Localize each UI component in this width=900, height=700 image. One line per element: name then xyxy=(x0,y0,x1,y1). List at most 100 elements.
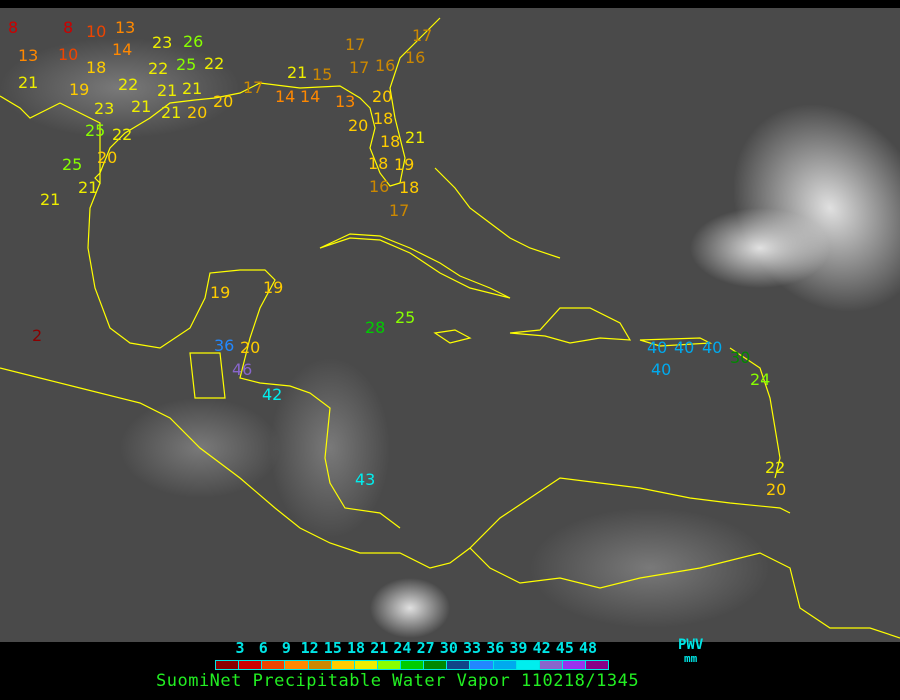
station-pwv-value: 19 xyxy=(263,278,283,297)
station-pwv-value: 18 xyxy=(380,132,400,151)
legend-swatch xyxy=(447,661,471,669)
station-pwv-value: 25 xyxy=(85,121,105,140)
legend-swatch xyxy=(424,661,448,669)
station-pwv-value: 22 xyxy=(112,125,132,144)
legend-swatch xyxy=(239,661,263,669)
legend-swatch xyxy=(401,661,425,669)
station-pwv-value: 20 xyxy=(372,87,392,106)
legend-tick: 3 xyxy=(235,639,245,657)
legend-swatch xyxy=(562,661,586,669)
legend-swatch xyxy=(586,661,609,669)
legend-tick: 48 xyxy=(579,639,598,657)
legend-tick: 30 xyxy=(439,639,458,657)
station-pwv-value: 21 xyxy=(40,190,60,209)
legend-swatch xyxy=(308,661,332,669)
station-pwv-value: 14 xyxy=(112,40,132,59)
station-pwv-value: 23 xyxy=(94,99,114,118)
station-pwv-value: 21 xyxy=(18,73,38,92)
legend-swatch xyxy=(285,661,309,669)
station-pwv-value: 21 xyxy=(161,103,181,122)
station-pwv-value: 19 xyxy=(210,283,230,302)
station-pwv-value: 15 xyxy=(312,65,332,84)
station-pwv-value: 20 xyxy=(213,92,233,111)
station-pwv-value: 24 xyxy=(750,370,770,389)
legend-swatch xyxy=(539,661,563,669)
station-pwv-value: 40 xyxy=(674,338,694,357)
station-pwv-value: 14 xyxy=(275,87,295,106)
legend-tick: 15 xyxy=(323,639,342,657)
station-pwv-value: 18 xyxy=(368,154,388,173)
station-pwv-value: 14 xyxy=(300,87,320,106)
station-pwv-value: 46 xyxy=(232,360,252,379)
station-pwv-value: 22 xyxy=(204,54,224,73)
station-pwv-value: 8 xyxy=(63,18,73,37)
station-pwv-value: 16 xyxy=(405,48,425,67)
station-pwv-value: 17 xyxy=(389,201,409,220)
legend-tick: 24 xyxy=(393,639,412,657)
legend-swatch xyxy=(216,661,240,669)
legend-unit: PWV mm xyxy=(678,638,703,666)
station-pwv-value: 40 xyxy=(651,360,671,379)
legend-tick: 6 xyxy=(258,639,268,657)
station-pwv-value: 19 xyxy=(69,80,89,99)
map-title: SuomiNet Precipitable Water Vapor 110218… xyxy=(156,671,640,691)
station-pwv-value: 21 xyxy=(405,128,425,147)
station-pwv-value: 22 xyxy=(148,59,168,78)
station-pwv-value: 22 xyxy=(118,75,138,94)
station-pwv-value: 13 xyxy=(18,46,38,65)
station-pwv-value: 17 xyxy=(243,78,263,97)
legend-tick: 39 xyxy=(509,639,528,657)
station-pwv-value: 23 xyxy=(152,33,172,52)
station-pwv-value: 18 xyxy=(373,109,393,128)
station-pwv-value: 26 xyxy=(183,32,203,51)
station-pwv-value: 25 xyxy=(395,308,415,327)
station-pwv-value: 21 xyxy=(78,178,98,197)
color-scale-bar xyxy=(215,660,609,670)
legend-tick: 12 xyxy=(300,639,319,657)
station-pwv-value: 18 xyxy=(86,58,106,77)
station-pwv-value: 40 xyxy=(702,338,722,357)
station-pwv-value: 20 xyxy=(97,148,117,167)
station-pwv-value: 21 xyxy=(157,81,177,100)
legend-swatch xyxy=(354,661,378,669)
legend-swatch xyxy=(262,661,286,669)
station-pwv-value: 25 xyxy=(176,55,196,74)
station-pwv-value: 21 xyxy=(131,97,151,116)
station-pwv-value: 16 xyxy=(369,177,389,196)
station-pwv-value: 17 xyxy=(345,35,365,54)
station-pwv-value: 36 xyxy=(214,336,234,355)
legend-tick: 27 xyxy=(416,639,435,657)
station-pwv-value: 43 xyxy=(355,470,375,489)
station-pwv-value: 16 xyxy=(375,56,395,75)
station-pwv-value: 42 xyxy=(262,385,282,404)
station-pwv-value: 17 xyxy=(349,58,369,77)
station-pwv-value: 20 xyxy=(348,116,368,135)
station-pwv-value: 10 xyxy=(86,22,106,41)
station-pwv-value: 19 xyxy=(394,155,414,174)
legend-tick: 21 xyxy=(370,639,389,657)
legend-tick: 33 xyxy=(463,639,482,657)
station-pwv-value: 20 xyxy=(187,103,207,122)
legend-tick: 9 xyxy=(281,639,291,657)
legend: 3 6 9 12 15 18 21 24 27 30 33 36 39 42 45 48 PWV mm Suo… xyxy=(0,638,900,700)
coastlines xyxy=(0,17,900,639)
legend-swatch xyxy=(493,661,517,669)
station-pwv-value: 22 xyxy=(765,458,785,477)
station-pwv-value: 21 xyxy=(287,63,307,82)
unit-mm: mm xyxy=(684,652,698,665)
station-pwv-value: 25 xyxy=(62,155,82,174)
legend-tick: 45 xyxy=(555,639,574,657)
station-pwv-value: 13 xyxy=(335,92,355,111)
station-pwv-value: 40 xyxy=(647,338,667,357)
station-pwv-value: 28 xyxy=(365,318,385,337)
station-pwv-value: 10 xyxy=(58,45,78,64)
station-pwv-value: 21 xyxy=(182,79,202,98)
station-pwv-value: 8 xyxy=(8,18,18,37)
station-pwv-value: 13 xyxy=(115,18,135,37)
station-pwv-value: 20 xyxy=(766,480,786,499)
station-pwv-value: 30 xyxy=(730,348,750,367)
legend-tick: 36 xyxy=(486,639,505,657)
